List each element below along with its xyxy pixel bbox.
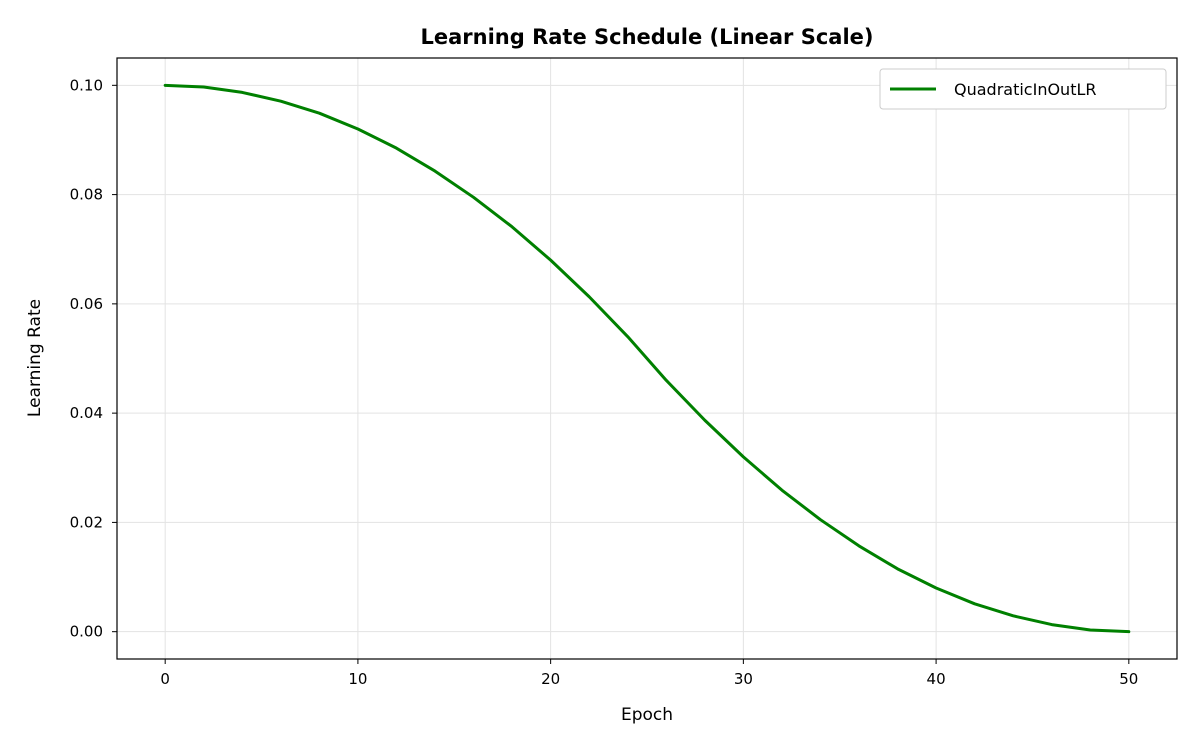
legend-box bbox=[879, 68, 1167, 110]
x-tick-label: 30 bbox=[734, 670, 753, 688]
y-tick-label: 0.10 bbox=[70, 76, 103, 94]
chart-title: Learning Rate Schedule (Linear Scale) bbox=[420, 25, 873, 49]
x-axis-label: Epoch bbox=[621, 705, 673, 725]
series-line-0 bbox=[163, 83, 1131, 634]
legend: QuadraticInOutLR bbox=[879, 68, 1167, 110]
ticks: 0 10 20 30 40 50 0.00 0.02 0.04 0.06 0.08 0.10 bbox=[70, 76, 1139, 688]
y-axis-label: Learning Rate bbox=[25, 299, 45, 417]
legend-label: QuadraticInOutLR bbox=[954, 80, 1097, 99]
x-tick-label: 0 bbox=[160, 670, 170, 688]
x-tick-label: 50 bbox=[1119, 670, 1138, 688]
y-tick-label: 0.02 bbox=[70, 513, 103, 531]
y-tick-label: 0.04 bbox=[70, 404, 103, 422]
y-tick-label: 0.08 bbox=[70, 186, 103, 204]
y-tick-label: 0.00 bbox=[70, 623, 103, 641]
series-layer bbox=[163, 83, 1131, 634]
plot-frame bbox=[116, 57, 1178, 660]
grid bbox=[117, 58, 1177, 659]
x-tick-label: 40 bbox=[927, 670, 946, 688]
y-tick-label: 0.06 bbox=[70, 295, 103, 313]
x-tick-label: 10 bbox=[348, 670, 367, 688]
x-tick-label: 20 bbox=[541, 670, 560, 688]
